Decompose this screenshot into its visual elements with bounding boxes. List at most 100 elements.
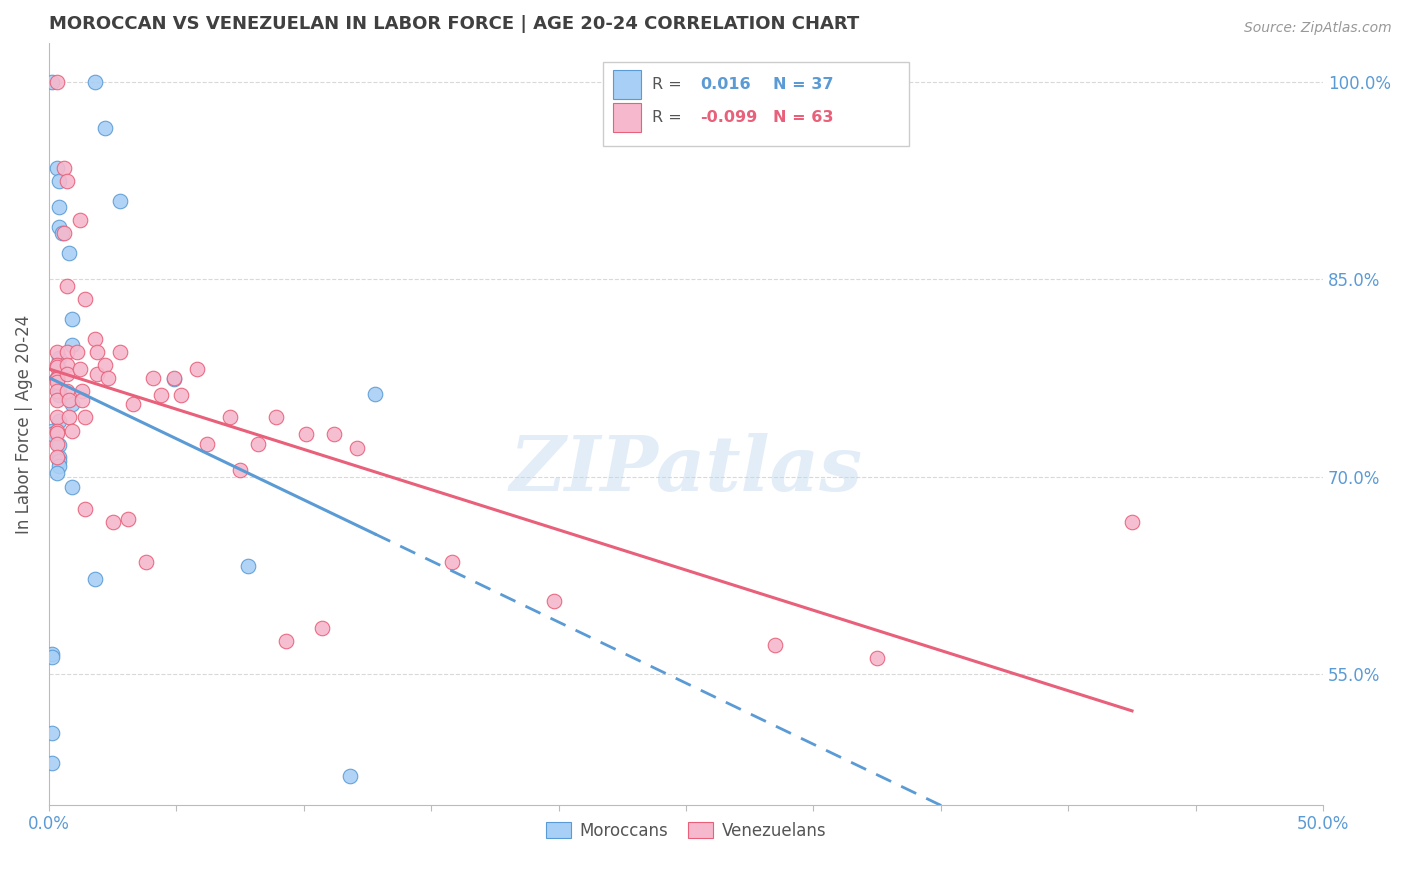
Text: -0.099: -0.099 [700,110,758,125]
Point [346,441,368,455]
Point [56,279,79,293]
Point [48,174,70,188]
Point [41,427,63,442]
Legend: Moroccans, Venezuelans: Moroccans, Venezuelans [540,815,832,847]
Point [48,351,70,366]
Point [117,511,139,525]
Point [73,410,96,425]
Point [219,410,242,425]
Point [48,414,70,428]
Point [45,371,67,385]
Point [58,393,80,408]
Point [110,194,132,208]
Point [45,344,67,359]
FancyBboxPatch shape [613,103,641,132]
Text: R =: R = [651,110,682,125]
Point [83,75,105,89]
Point [60,338,83,352]
Point [48,361,70,376]
Point [364,386,387,401]
Point [195,436,218,450]
Point [60,311,83,326]
Point [83,572,105,586]
Point [60,424,83,438]
Point [1121,516,1143,530]
Point [56,367,79,381]
Text: N = 63: N = 63 [773,110,834,125]
Text: ZIPatlas: ZIPatlas [509,433,863,507]
Point [60,480,83,494]
Point [73,292,96,306]
Point [48,384,70,398]
Point [45,161,67,175]
Point [122,397,145,411]
Point [56,344,79,359]
Point [86,344,108,359]
Point [48,219,70,234]
Point [48,200,70,214]
Point [170,388,193,402]
Point [45,424,67,438]
Point [97,371,120,385]
Point [53,227,76,241]
Point [45,75,67,89]
Point [236,558,259,573]
Point [58,246,80,260]
Point [295,427,318,442]
Point [142,371,165,385]
Point [41,756,63,770]
Point [45,375,67,389]
Point [186,361,208,376]
Point [41,725,63,739]
Point [323,427,346,442]
Point [45,393,67,408]
Point [246,436,269,450]
Point [69,213,91,227]
Point [135,555,157,569]
Text: MOROCCAN VS VENEZUELAN IN LABOR FORCE | AGE 20-24 CORRELATION CHART: MOROCCAN VS VENEZUELAN IN LABOR FORCE | … [49,15,859,33]
Point [163,371,186,385]
Point [48,458,70,473]
Point [86,367,108,381]
Point [83,332,105,346]
Text: R =: R = [651,77,682,92]
Point [543,594,565,608]
Point [56,174,79,188]
Point [45,466,67,480]
Point [45,360,67,375]
FancyBboxPatch shape [603,62,910,145]
Point [69,361,91,376]
Point [48,388,70,402]
Point [763,638,786,652]
Point [45,426,67,441]
Text: N = 37: N = 37 [773,77,834,92]
Point [70,384,93,398]
Text: Source: ZipAtlas.com: Source: ZipAtlas.com [1244,21,1392,35]
Point [94,358,117,372]
Point [110,344,132,359]
Point [45,371,67,385]
Point [48,438,70,452]
Point [101,516,124,530]
Point [48,450,70,464]
Point [41,75,63,89]
Point [339,769,361,783]
FancyBboxPatch shape [613,70,641,98]
Point [41,424,63,438]
Point [150,388,173,402]
Point [45,410,67,425]
Point [94,121,117,136]
Point [66,344,89,359]
Point [45,372,67,386]
Point [229,463,252,477]
Point [41,647,63,661]
Point [45,358,67,372]
Point [53,161,76,175]
Point [45,372,67,386]
Point [73,502,96,516]
Point [56,358,79,372]
Point [60,397,83,411]
Point [41,649,63,664]
Point [45,450,67,464]
Point [45,384,67,398]
